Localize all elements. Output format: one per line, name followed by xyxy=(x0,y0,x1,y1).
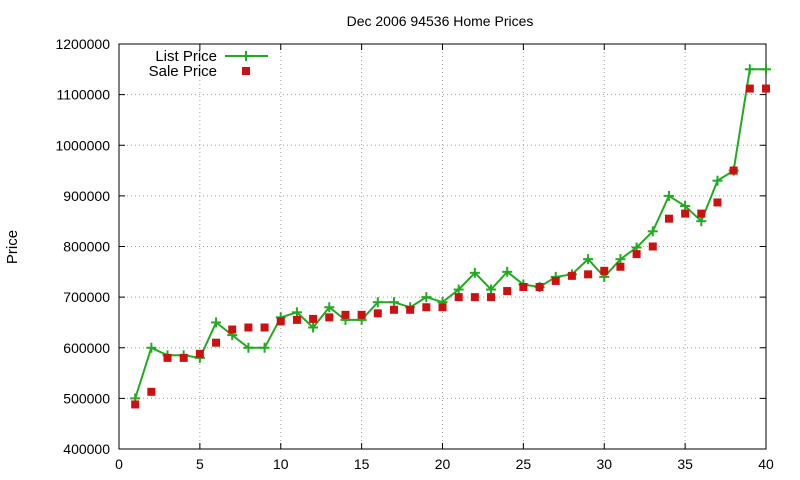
y-tick-label: 500000 xyxy=(63,390,110,406)
sale-price-point xyxy=(648,242,657,251)
sale-price-point xyxy=(276,317,285,326)
list-price-point xyxy=(146,342,157,353)
list-price-point xyxy=(647,226,658,237)
legend: List Price Sale Price xyxy=(149,48,268,80)
chart-title: Dec 2006 94536 Home Prices xyxy=(347,13,534,29)
legend-sample-sale-price xyxy=(242,67,250,75)
sale-price-point xyxy=(503,287,512,296)
x-tick-label: 20 xyxy=(435,456,451,472)
sale-price-point xyxy=(551,276,560,285)
x-tick-label: 40 xyxy=(758,456,774,472)
sale-price-point xyxy=(341,310,350,319)
sale-price-point xyxy=(163,353,172,362)
y-tick-label: 900000 xyxy=(63,188,110,204)
list-price-point xyxy=(663,190,674,201)
sale-price-point xyxy=(632,250,641,259)
list-price-line xyxy=(134,68,766,399)
sale-price-point xyxy=(616,262,625,271)
sale-price-point xyxy=(131,400,140,409)
sale-price-point xyxy=(147,387,156,396)
sale-price-point xyxy=(729,166,738,175)
list-price-point xyxy=(372,297,383,308)
sale-price-point xyxy=(567,271,576,280)
sale-price-point xyxy=(519,283,528,291)
x-tick-label: 25 xyxy=(516,456,532,472)
sale-price-point xyxy=(406,305,415,314)
y-tick-label: 1200000 xyxy=(55,36,110,52)
sale-price-point xyxy=(292,315,301,324)
x-tick-label: 15 xyxy=(354,456,370,472)
sale-price-point xyxy=(212,338,221,347)
sale-price-point xyxy=(389,305,398,314)
y-tick-label: 400000 xyxy=(63,441,110,457)
sale-price-point xyxy=(697,209,706,218)
list-price-point xyxy=(761,64,771,75)
legend-marker-sale-price xyxy=(242,67,250,75)
list-price-point xyxy=(453,284,464,295)
list-price-point xyxy=(211,317,222,328)
sale-price-point xyxy=(309,314,318,323)
sale-price-point xyxy=(681,209,690,218)
x-tick-label: 5 xyxy=(196,456,204,472)
list-price-point xyxy=(583,254,594,265)
sale-price-point xyxy=(535,283,544,291)
y-tick-label: 1100000 xyxy=(57,87,111,103)
sale-price-point xyxy=(487,293,496,302)
x-tick-label: 0 xyxy=(115,456,123,472)
list-price-point xyxy=(308,322,319,333)
list-price-point xyxy=(502,266,513,277)
sale-price-point xyxy=(228,325,237,334)
list-price-point xyxy=(388,297,399,308)
sale-price-point xyxy=(357,310,366,319)
y-axis-tick-labels: 400000 500000 600000 700000 800000 900000 1000… xyxy=(55,36,110,457)
sale-price-point xyxy=(422,303,431,312)
sale-price-point xyxy=(584,270,593,279)
list-price-point xyxy=(680,201,691,211)
list-price-point xyxy=(421,292,432,303)
sale-price-point xyxy=(373,309,382,318)
x-axis-tick-labels: 0 5 10 15 20 25 30 35 40 xyxy=(115,456,774,472)
sale-price-point xyxy=(438,303,447,312)
axis-ticks xyxy=(118,43,767,450)
x-tick-label: 35 xyxy=(677,456,693,472)
sale-price-point xyxy=(713,198,722,207)
sale-price-point xyxy=(454,293,463,302)
sale-price-point xyxy=(745,84,754,93)
list-price-point xyxy=(696,216,707,227)
y-tick-label: 600000 xyxy=(63,340,110,356)
sale-price-point xyxy=(260,323,269,332)
sale-price-point xyxy=(470,293,479,302)
y-axis-label: Price xyxy=(4,230,21,264)
x-tick-label: 10 xyxy=(273,456,289,472)
sale-price-point xyxy=(244,323,253,332)
list-price-point xyxy=(324,302,335,313)
sale-price-point xyxy=(600,266,609,275)
y-tick-label: 700000 xyxy=(63,289,110,305)
list-price-point xyxy=(712,175,723,186)
list-price-point xyxy=(486,284,497,295)
list-price-point xyxy=(243,342,254,353)
list-price-point xyxy=(259,342,270,353)
y-tick-label: 1000000 xyxy=(55,137,110,153)
list-price-point xyxy=(615,254,626,265)
list-price-point xyxy=(469,267,480,278)
grid-lines xyxy=(119,44,766,449)
x-tick-label: 30 xyxy=(596,456,612,472)
list-price-point xyxy=(291,307,302,318)
legend-label-list-price: List Price xyxy=(155,48,217,65)
sale-price-point xyxy=(325,313,334,322)
legend-sample-list-price xyxy=(225,51,268,61)
sale-price-point xyxy=(762,84,770,93)
legend-label-sale-price: Sale Price xyxy=(149,63,217,80)
sale-price-point xyxy=(664,214,673,223)
legend-marker-list-price xyxy=(241,51,251,61)
sale-price-point xyxy=(195,349,204,358)
y-tick-label: 800000 xyxy=(63,239,110,255)
sale-price-point xyxy=(179,353,188,362)
list-price-point xyxy=(744,64,755,75)
series-layer xyxy=(130,64,771,409)
